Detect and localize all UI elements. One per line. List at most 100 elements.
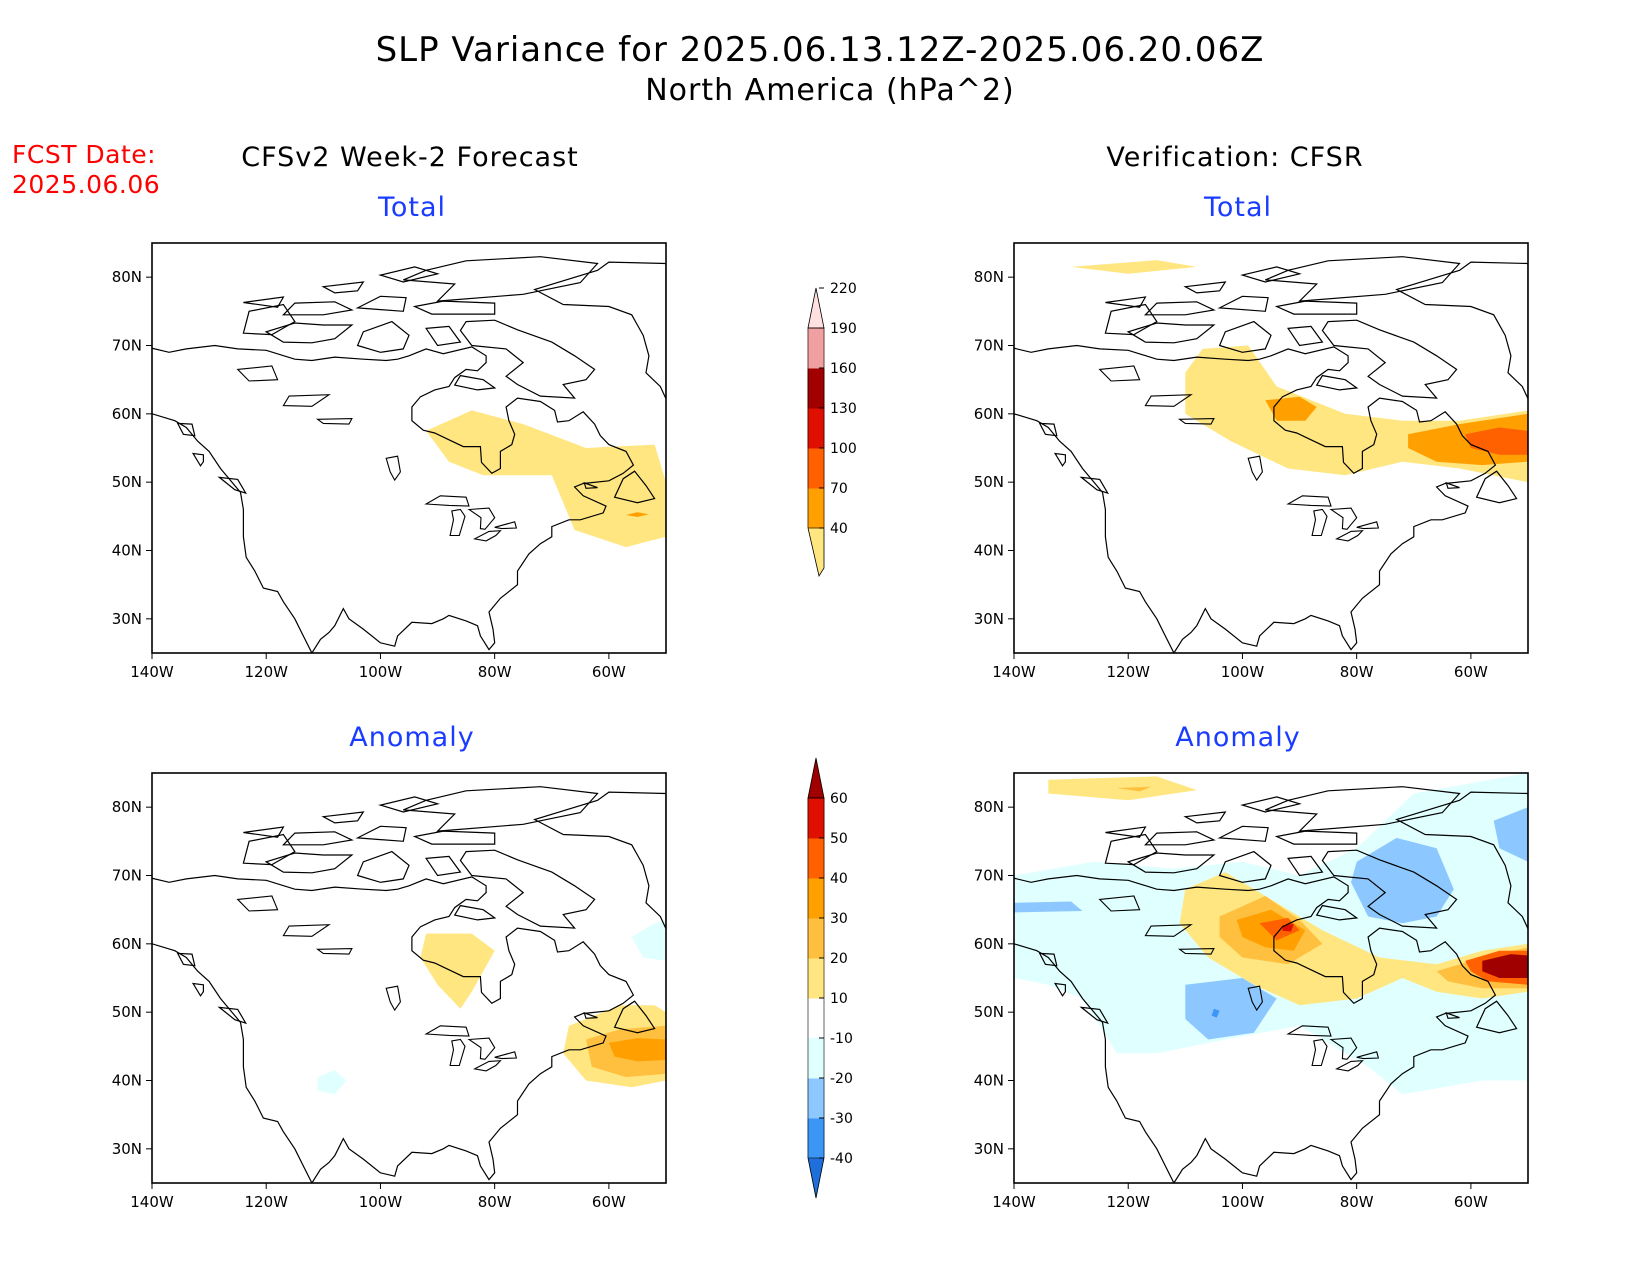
lon-tick-label: 80W — [1340, 1193, 1374, 1211]
colorbar-outline — [807, 797, 825, 1159]
island-outline — [264, 852, 354, 874]
verification-column-title: Verification: CFSR — [1106, 142, 1364, 173]
island-outline — [1445, 481, 1460, 489]
island-outline — [243, 826, 285, 838]
island-outline — [1217, 825, 1269, 842]
lon-tick-label: 100W — [1221, 1193, 1265, 1211]
lat-tick-label: 60N — [112, 405, 142, 423]
lake-outline — [424, 1025, 470, 1037]
island-outline — [459, 849, 596, 929]
shaded-contour-region — [420, 933, 495, 1009]
island-outline — [1240, 796, 1302, 813]
lat-tick-label: 80N — [974, 798, 1004, 816]
colorbar-swatch — [807, 797, 825, 839]
lake-outline — [1329, 1037, 1358, 1060]
island-outline — [1321, 319, 1458, 399]
lat-tick-label: 40N — [974, 542, 1004, 560]
lake-outline — [1286, 495, 1332, 507]
colorbar-swatch — [808, 998, 824, 1038]
lat-tick-label: 40N — [112, 1072, 142, 1090]
lake-outline — [449, 1038, 466, 1067]
lake-outline — [1247, 985, 1263, 1012]
island-outline — [217, 1006, 247, 1025]
colorbar-level-label: -10 — [830, 1031, 853, 1047]
island-outline — [1445, 1011, 1460, 1019]
colorbar-swatch — [807, 527, 825, 578]
lon-tick-label: 140W — [130, 663, 174, 681]
map-frame — [151, 772, 667, 1184]
lon-tick-label: 60W — [1454, 1193, 1488, 1211]
lake-outline — [1098, 365, 1141, 382]
lon-tick-label: 100W — [1221, 663, 1265, 681]
island-outline — [1315, 904, 1359, 921]
map-panel-forecast-total: 140W 120W 100W 80W 60W 30N 40N 50N 60N 70N 80N — [112, 242, 667, 681]
lat-tick-label: 40N — [974, 1072, 1004, 1090]
island-outline — [1038, 952, 1058, 967]
colorbar-level-label: -40 — [830, 1151, 853, 1167]
colorbar-swatch — [807, 877, 825, 919]
island-outline — [243, 296, 285, 308]
lake-outline — [315, 948, 353, 955]
lake-outline — [424, 495, 470, 507]
island-outline — [533, 791, 666, 930]
island-outline — [1183, 811, 1227, 824]
island-outline — [1321, 849, 1458, 929]
lat-tick-label: 30N — [112, 1140, 142, 1158]
shaded-contour-region — [1211, 1008, 1220, 1018]
lake-outline — [473, 1060, 502, 1072]
island-outline — [412, 830, 496, 845]
lat-tick-label: 30N — [974, 1140, 1004, 1158]
lat-tick-label: 50N — [112, 1003, 142, 1021]
lat-tick-label: 80N — [112, 798, 142, 816]
island-outline — [1240, 266, 1302, 283]
colorbar-anomaly: -40 -30 -20 -10 10 20 30 40 50 60 — [807, 757, 853, 1199]
island-outline — [217, 476, 247, 495]
lon-tick-label: 120W — [244, 663, 288, 681]
colorbar-swatch — [807, 327, 825, 369]
fcst-date-label: FCST Date: — [12, 140, 157, 169]
colorbar-level-label: -30 — [830, 1111, 853, 1127]
lake-outline — [1144, 924, 1193, 937]
lake-outline — [494, 521, 518, 530]
island-outline — [1395, 791, 1528, 930]
colorbar-level-label: 220 — [830, 281, 857, 297]
colorbar-swatch — [807, 957, 825, 999]
island-outline — [1475, 1000, 1518, 1034]
colorbar-swatch — [807, 407, 825, 449]
lon-tick-label: 100W — [359, 1193, 403, 1211]
colorbar-level-label: 190 — [830, 321, 857, 337]
lake-outline — [1356, 521, 1380, 530]
island-outline — [176, 422, 196, 437]
colorbar-level-label: 40 — [830, 521, 848, 537]
island-outline — [281, 831, 354, 846]
colorbar-swatch — [807, 447, 825, 489]
lon-tick-label: 80W — [478, 1193, 512, 1211]
island-outline — [242, 303, 296, 336]
lat-tick-label: 30N — [112, 610, 142, 628]
map-content — [152, 256, 666, 653]
island-outline — [1218, 320, 1272, 353]
island-outline — [412, 300, 496, 315]
map-content — [1014, 773, 1528, 1183]
island-outline — [1079, 476, 1109, 495]
island-outline — [1079, 1006, 1109, 1025]
lake-outline — [1098, 895, 1141, 912]
lon-tick-label: 140W — [130, 1193, 174, 1211]
island-outline — [191, 452, 205, 467]
shaded-contour-region — [1071, 260, 1197, 274]
island-outline — [583, 1011, 598, 1019]
lon-tick-label: 120W — [244, 1193, 288, 1211]
shaded-contour-region — [426, 410, 666, 548]
lake-outline — [236, 365, 279, 382]
island-outline — [356, 320, 410, 353]
island-outline — [1183, 281, 1227, 294]
map-panel-verification-total: 140W 120W 100W 80W 60W 30N 40N 50N 60N 70N 80N — [974, 242, 1529, 681]
lake-outline — [467, 507, 496, 530]
shaded-contour-region — [608, 1038, 666, 1062]
island-outline — [1126, 322, 1216, 344]
colorbar-level-label: 60 — [830, 791, 848, 807]
map-panel-forecast-anomaly: 140W 120W 100W 80W 60W 30N 40N 50N 60N 70N 80N — [112, 772, 667, 1211]
lon-tick-label: 100W — [359, 663, 403, 681]
colorbar-level-label: 10 — [830, 991, 848, 1007]
island-outline — [1105, 296, 1147, 308]
